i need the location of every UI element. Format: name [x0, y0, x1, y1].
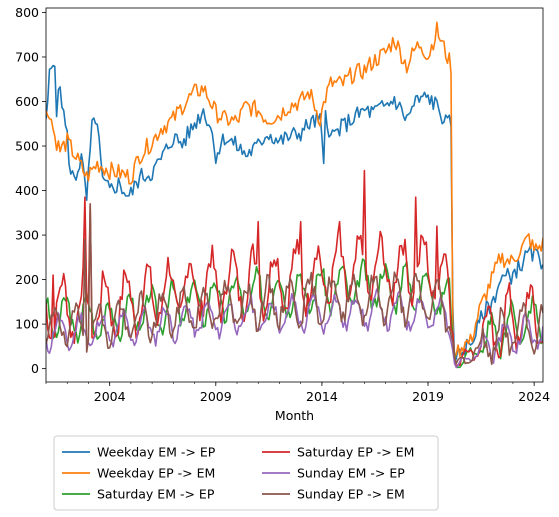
legend: Weekday EM -> EP Weekday EP -> EM Saturday…: [53, 435, 439, 511]
y-tick-label: 300: [15, 228, 39, 243]
x-tick-label: 2014: [306, 389, 338, 404]
x-axis-title: Month: [275, 408, 314, 423]
x-tick-label: 2024: [518, 389, 550, 404]
series-line-0: [46, 64, 543, 363]
y-tick-label: 200: [15, 272, 39, 287]
x-tick-label: 2009: [200, 389, 232, 404]
legend-label: Weekday EP -> EM: [97, 466, 215, 481]
series-line-1: [46, 21, 543, 359]
legend-label: Saturday EM -> EP: [97, 487, 215, 502]
legend-label: Sunday EM -> EP: [297, 466, 405, 481]
y-tick-label: 500: [15, 139, 39, 154]
y-tick-label: 100: [15, 317, 39, 332]
y-axis: 0 100 200 300 400 500 600 700 800: [15, 5, 46, 376]
y-tick-label: 700: [15, 49, 39, 64]
y-tick-label: 0: [31, 361, 39, 376]
legend-label: Saturday EP -> EM: [297, 445, 414, 460]
plot-lines: [46, 21, 543, 369]
x-axis: 2004 2009 2014 2019 2024: [45, 382, 550, 404]
y-tick-label: 400: [15, 183, 39, 198]
x-tick-label: 2004: [94, 389, 126, 404]
plot-frame: [45, 7, 544, 383]
y-tick-label: 600: [15, 94, 39, 109]
series-line-5: [46, 203, 543, 366]
legend-box: [53, 435, 439, 511]
legend-label: Weekday EM -> EP: [97, 445, 216, 460]
x-tick-label: 2019: [412, 389, 444, 404]
series-line-3: [46, 169, 543, 369]
y-tick-label: 800: [15, 5, 39, 20]
legend-label: Sunday EP -> EM: [297, 487, 405, 502]
